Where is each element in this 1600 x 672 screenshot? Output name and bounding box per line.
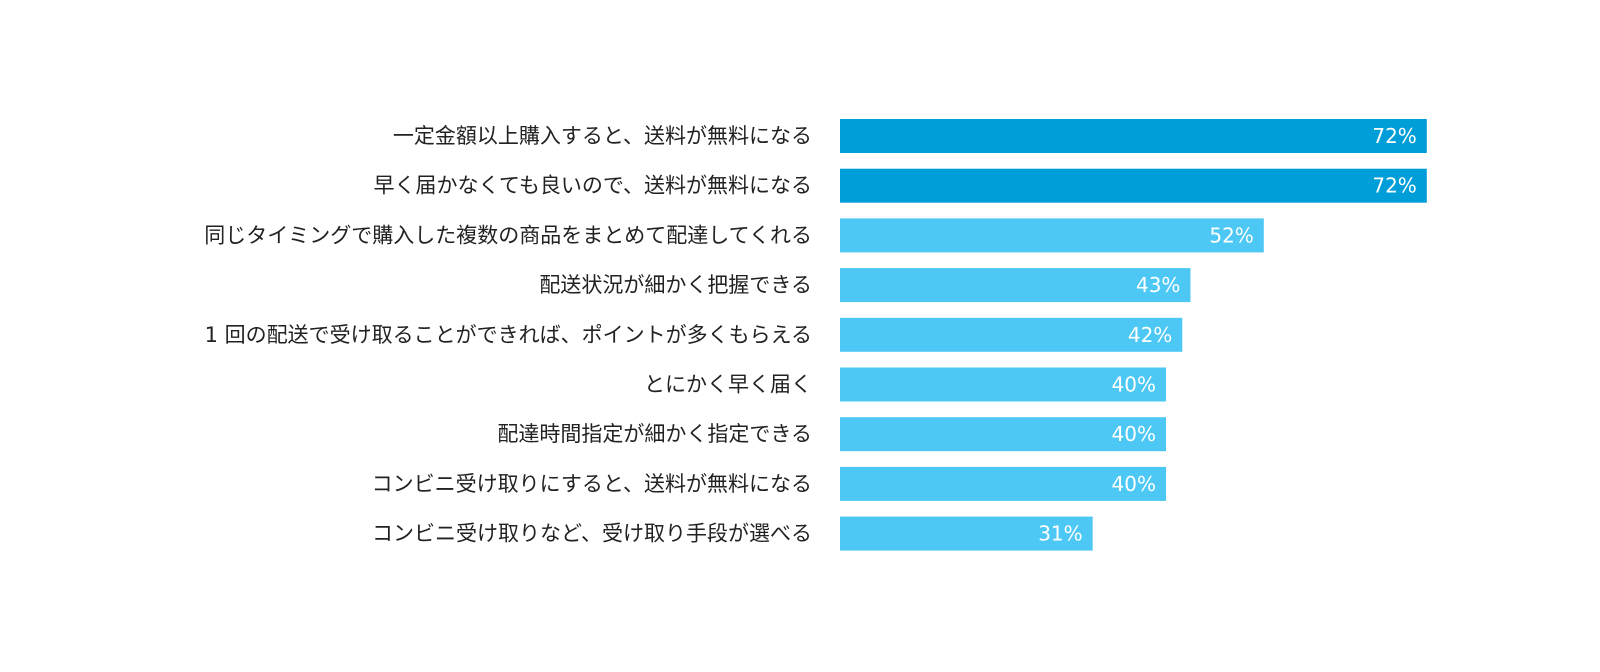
category-label-7: 配達時間指定が細かく指定できる <box>497 422 812 446</box>
bar-4 <box>840 268 1191 303</box>
value-label-5: 42% <box>1128 323 1172 347</box>
bar-2 <box>840 168 1427 203</box>
category-label-2: 早く届かなくても良いので、送料が無料になる <box>374 174 812 198</box>
category-labels: 一定金額以上購入すると、送料が無料になる早く届かなくても良いので、送料が無料にな… <box>204 124 812 546</box>
bar-1 <box>840 119 1427 153</box>
bar-9 <box>840 516 1093 551</box>
value-label-8: 40% <box>1112 472 1156 496</box>
category-label-4: 配送状況が細かく把握できる <box>539 273 812 297</box>
value-label-1: 72% <box>1372 124 1416 148</box>
bar-6 <box>840 367 1166 402</box>
value-label-2: 72% <box>1372 174 1416 198</box>
bar-7 <box>840 417 1166 452</box>
bar-8 <box>840 466 1166 501</box>
value-label-7: 40% <box>1112 422 1156 446</box>
category-label-6: とにかく早く届く <box>644 373 812 397</box>
value-label-6: 40% <box>1112 373 1156 397</box>
value-labels: 72% 72% 52% 43% 42% 40% 40% 40% 31% <box>1038 124 1417 546</box>
value-label-3: 52% <box>1209 223 1253 247</box>
category-label-5: 1 回の配送で受け取ることができれば、ポイントが多くもらえる <box>205 323 812 347</box>
bars-group <box>840 119 1427 551</box>
value-label-4: 43% <box>1136 273 1180 297</box>
category-label-8: コンビニ受け取りにすると、送料が無料になる <box>372 472 812 496</box>
category-label-1: 一定金額以上購入すると、送料が無料になる <box>393 124 812 148</box>
category-label-3: 同じタイミングで購入した複数の商品をまとめて配達してくれる <box>204 223 812 247</box>
category-label-9: コンビニ受け取りなど、受け取り手段が選べる <box>372 522 812 546</box>
bar-3 <box>840 218 1264 253</box>
value-label-9: 31% <box>1038 522 1082 546</box>
bar-5 <box>840 317 1183 352</box>
